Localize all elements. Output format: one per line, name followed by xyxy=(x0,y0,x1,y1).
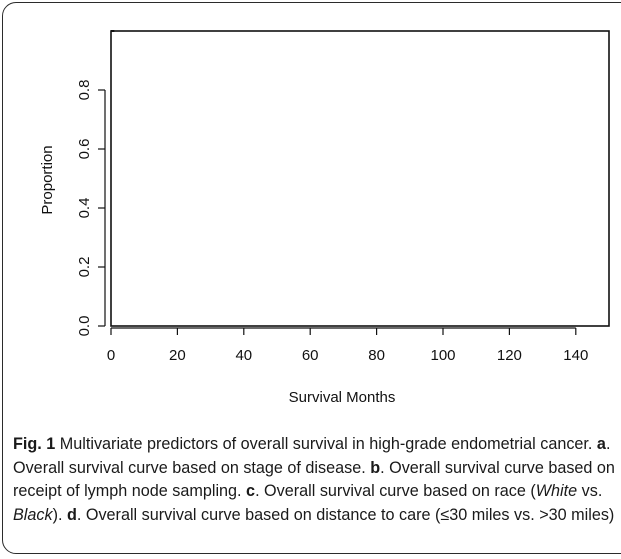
x-tick-label: 80 xyxy=(368,347,385,364)
y-tick-label: 0.8 xyxy=(76,80,93,101)
x-tick-label: 140 xyxy=(563,347,588,364)
x-tick-label: 120 xyxy=(497,347,522,364)
caption-c-white: White xyxy=(535,482,578,501)
caption-c-text-1: . Overall survival curve based on race ( xyxy=(255,482,536,501)
caption-c-black: Black xyxy=(13,505,53,524)
x-tick-label: 0 xyxy=(107,347,115,364)
x-axis: 0 20 40 60 80 100 120 140 xyxy=(107,327,588,364)
caption-d-label: d xyxy=(66,505,77,524)
caption-b-label: b xyxy=(370,458,381,477)
y-axis-title: Proportion xyxy=(39,145,56,214)
caption-c-label: c xyxy=(246,482,256,501)
x-tick-label: 60 xyxy=(302,347,319,364)
y-tick-label: 0.6 xyxy=(76,139,93,160)
x-tick-label: 40 xyxy=(235,347,252,364)
x-tick-label: 20 xyxy=(169,347,186,364)
x-axis-title: Survival Months xyxy=(289,389,396,406)
survival-chart: 0 20 40 60 80 100 120 140 0.0 0.2 0.4 0.6 0.8 Survi… xyxy=(39,30,610,406)
x-tick-label: 100 xyxy=(430,347,455,364)
caption-a-label: a xyxy=(596,435,606,453)
caption-c-text-2: ). xyxy=(52,505,67,524)
caption-c-vs: vs. xyxy=(577,482,603,501)
caption-d-text: . Overall survival curve based on distan… xyxy=(76,505,615,524)
caption-intro: Multivariate predictors of overall survi… xyxy=(55,435,597,453)
plot-frame xyxy=(110,30,610,327)
y-tick-label: 0.4 xyxy=(76,198,93,219)
caption-fig-label: Fig. 1 xyxy=(13,435,56,453)
caption-a-text: . Overall survival curve based on stage … xyxy=(13,435,611,477)
caption-b-text: . Overall survival curve based on receip… xyxy=(13,458,615,501)
y-axis: 0.0 0.2 0.4 0.6 0.8 xyxy=(76,80,106,337)
y-tick-label: 0.0 xyxy=(76,316,93,337)
y-tick-label: 0.2 xyxy=(76,257,93,278)
figure-caption: Fig. 1 Multivariate predictors of overal… xyxy=(13,433,618,527)
